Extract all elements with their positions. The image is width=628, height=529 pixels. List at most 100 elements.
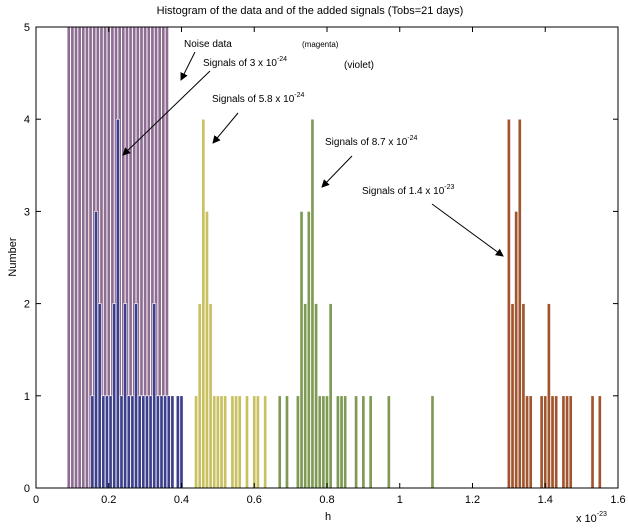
bar-series-4-8 <box>314 303 319 489</box>
bar-series-2-17 <box>148 395 153 489</box>
y-tick-label-3: 2 <box>24 299 30 311</box>
x-tick-label-5: 0.8 <box>319 494 334 506</box>
annotation-violet: (violet) <box>344 60 374 71</box>
bar-series-5-10 <box>546 303 551 489</box>
bar-series-4-1 <box>277 395 282 489</box>
bar-series-4-20 <box>430 395 435 489</box>
bar-series-1-4 <box>77 26 82 489</box>
x-tick-label-2: 0.2 <box>101 494 116 506</box>
bar-series-2-12 <box>130 395 135 489</box>
bar-series-4-5 <box>303 303 308 489</box>
x-tick-label-3: 0.4 <box>174 494 189 506</box>
bar-series-3-9 <box>223 395 228 489</box>
bar-series-4-4 <box>299 211 304 489</box>
arrow-signals-8-7e-24 <box>321 155 353 188</box>
bar-series-2-8 <box>115 118 120 489</box>
bar-series-3-1 <box>194 395 198 489</box>
bar-series-2-9 <box>119 395 124 489</box>
bar-series-4-19 <box>386 395 391 489</box>
bar-series-5-3 <box>514 211 519 489</box>
bar-series-4-7 <box>310 118 315 489</box>
annotation-signals-5-8e-24-exp: -24 <box>294 92 304 99</box>
bar-series-4-10 <box>321 395 326 489</box>
bar-series-3-10 <box>230 395 235 489</box>
bar-series-2-4 <box>101 395 106 489</box>
bar-series-3-4 <box>205 211 209 489</box>
bar-series-4-11 <box>325 395 329 489</box>
bar-series-2-23 <box>170 395 175 489</box>
annotation-signals-5-8e-24-text: Signals of 5.8 x 10 <box>212 94 295 105</box>
bar-series-3-13 <box>245 395 249 489</box>
bar-series-2-11 <box>126 395 131 489</box>
bar-series-2-7 <box>112 303 117 489</box>
bar-series-5-16 <box>590 395 595 489</box>
annotation-signals-8-7e-24: Signals of 8.7 x 10-24 <box>325 135 418 148</box>
bar-series-4-14 <box>339 395 344 489</box>
annotation-signals-1-4e-23-exp: -23 <box>444 184 454 191</box>
bar-series-2-24 <box>175 395 180 489</box>
x-exponent-label: x 10-23 <box>576 511 607 525</box>
bar-series-3-14 <box>252 395 257 489</box>
bar-series-3-7 <box>215 395 220 489</box>
bar-series-1-6 <box>84 26 89 489</box>
bar-series-5-4 <box>517 118 522 489</box>
annotation-signals-3e-24-exp: -24 <box>277 56 287 63</box>
bar-series-3-2 <box>197 303 202 489</box>
bar-series-3-15 <box>255 395 260 489</box>
axes-group: 0 0.2 0.4 0.6 0.8 1 1.2 1.4 1.6 0 1 2 3 4 5 <box>24 22 626 506</box>
bar-series-4-6 <box>306 211 311 489</box>
arrow-noise-data <box>180 51 196 81</box>
bar-series-5-13 <box>561 395 566 489</box>
bar-series-2-14 <box>137 395 142 489</box>
annotation-signals-8-7e-24-text: Signals of 8.7 x 10 <box>325 137 408 148</box>
bar-series-4-17 <box>361 395 366 489</box>
arrow-signals-5-8e-24 <box>212 112 239 144</box>
bar-series-2-18 <box>152 303 157 489</box>
bar-series-2-2 <box>94 211 98 489</box>
annotation-signals-1-4e-23-text: Signals of 1.4 x 10 <box>362 186 445 197</box>
arrow-signals-1-4e-23 <box>431 203 504 257</box>
bar-series-2-25 <box>179 395 184 489</box>
annotation-signals-1-4e-23: Signals of 1.4 x 10-23 <box>362 184 455 197</box>
x-tick-label-8: 1.4 <box>538 494 553 506</box>
bar-series-2-1 <box>90 395 95 489</box>
bar-series-5-9 <box>543 395 548 489</box>
bar-series-3-16 <box>263 395 268 489</box>
bar-series-2-3 <box>97 303 102 489</box>
x-exponent-power: -23 <box>597 511 607 518</box>
annotation-signals-3e-24: Signals of 3 x 10-24 <box>203 56 287 69</box>
bar-series-2-22 <box>166 395 171 489</box>
x-tick-label-7: 1.2 <box>465 494 480 506</box>
bar-series-3-3 <box>201 118 206 489</box>
bar-series-5-2 <box>510 303 515 489</box>
bar-series-4-9 <box>317 395 322 489</box>
x-tick-label-1: 0 <box>33 494 39 506</box>
y-tick-label-5: 4 <box>24 114 30 126</box>
bar-series-4-18 <box>368 395 373 489</box>
bar-series-2-13 <box>134 303 138 489</box>
x-exponent-base: x 10 <box>576 513 597 525</box>
bar-series-1-3 <box>74 26 78 489</box>
annotation-signals-8-7e-24-exp: -24 <box>407 135 417 142</box>
bar-series-3-12 <box>237 395 242 489</box>
chart-title: Histogram of the data and of the added s… <box>157 5 464 17</box>
bar-series-3-11 <box>234 395 238 489</box>
bar-series-1-1 <box>66 26 71 489</box>
bar-series-4-3 <box>295 395 300 489</box>
y-tick-label-2: 1 <box>24 391 30 403</box>
bar-series-5-1 <box>506 118 511 489</box>
bar-series-3-8 <box>219 395 224 489</box>
bar-series-2-15 <box>141 395 146 489</box>
bar-series-3-5 <box>208 303 213 489</box>
bar-series-3-6 <box>212 395 217 489</box>
bar-series-2-21 <box>163 395 168 489</box>
bar-series-4-12 <box>328 303 333 489</box>
bar-series-5-15 <box>568 395 573 489</box>
bar-series-5-11 <box>550 395 555 489</box>
x-tick-label-6: 1 <box>397 494 403 506</box>
bar-series-2-19 <box>155 395 160 489</box>
bar-series-2-6 <box>108 395 113 489</box>
bar-series-4-16 <box>354 395 359 489</box>
annotation-magenta: (magenta) <box>302 40 339 49</box>
